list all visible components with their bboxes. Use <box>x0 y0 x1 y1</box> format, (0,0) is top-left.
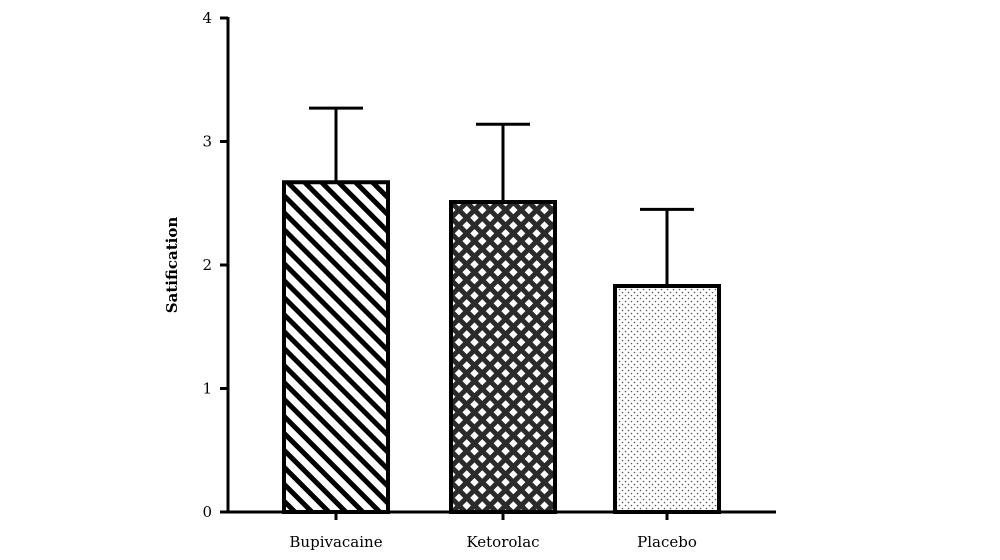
y-tick-label: 4 <box>202 9 212 27</box>
x-ticks-group: Bupivacaine Ketorolac Placebo <box>289 512 697 551</box>
bar-placebo <box>613 283 721 514</box>
bars-group <box>282 180 721 514</box>
y-ticks-group: 0 1 2 3 4 <box>202 9 228 521</box>
y-tick-label: 0 <box>202 503 212 521</box>
x-tick-label: Placebo <box>637 533 697 551</box>
x-tick-label: Bupivacaine <box>289 533 382 551</box>
bar-bupivacaine <box>282 180 390 514</box>
y-tick-label: 2 <box>202 256 212 274</box>
error-bars-group <box>309 106 694 286</box>
y-axis-label: Satification <box>163 217 181 314</box>
y-tick-label: 1 <box>202 380 212 398</box>
x-tick-label: Ketorolac <box>466 533 539 551</box>
bar-ketorolac <box>449 200 557 514</box>
y-tick-label: 3 <box>202 133 212 151</box>
